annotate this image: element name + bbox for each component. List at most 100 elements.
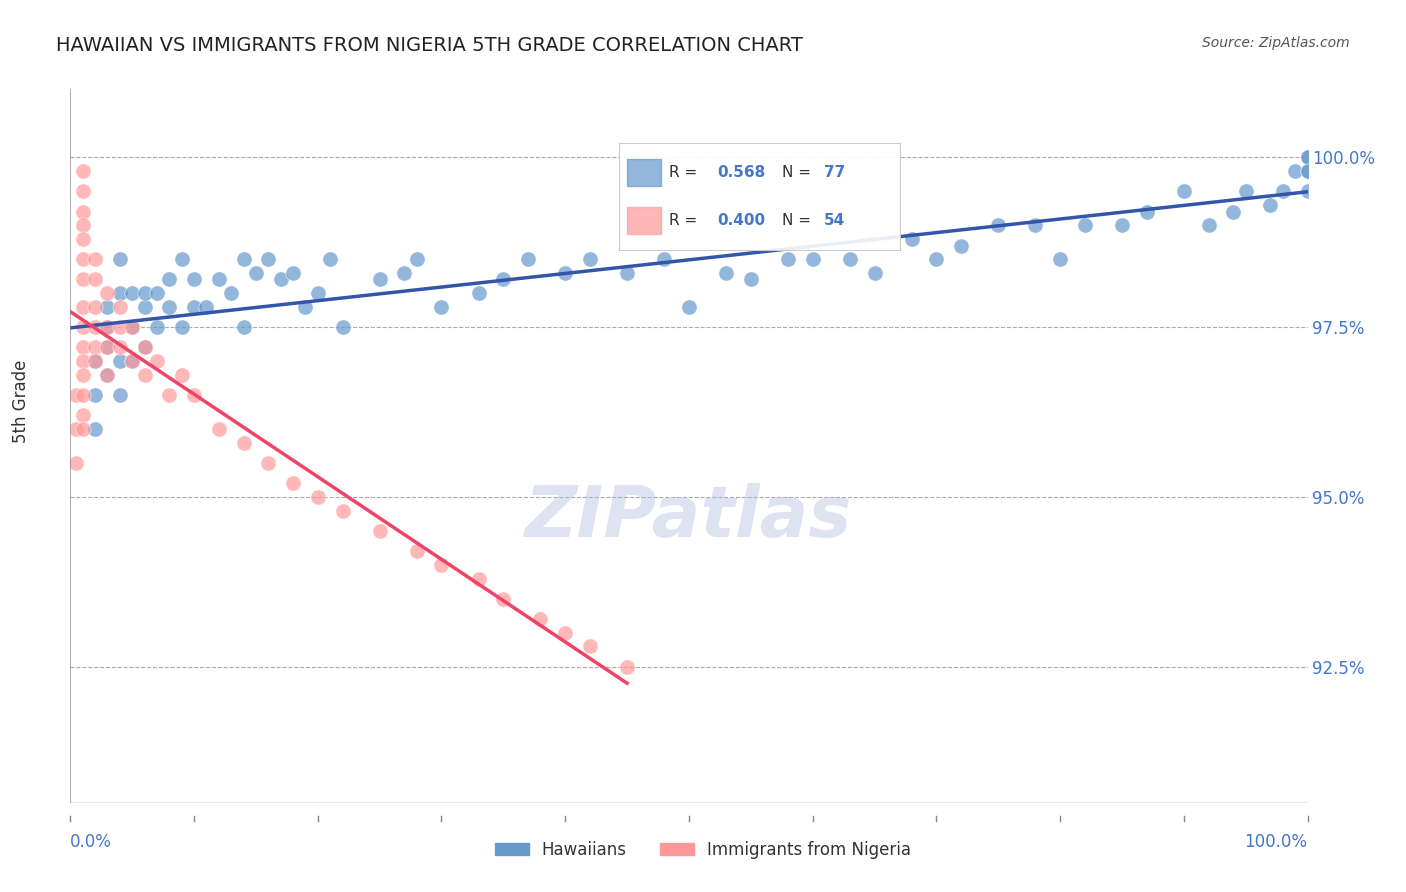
Point: [270, 272, 292, 286]
Text: ZIPatlas: ZIPatlas: [526, 483, 852, 552]
Point: [987, 218, 1010, 232]
Point: [65, 388, 87, 402]
Point: [232, 252, 254, 266]
Point: [801, 252, 824, 266]
Point: [108, 286, 131, 301]
Point: [134, 286, 156, 301]
Point: [294, 300, 316, 314]
Point: [1296, 163, 1319, 178]
Point: [1222, 204, 1244, 219]
Point: [1260, 198, 1282, 212]
Text: 5th Grade: 5th Grade: [13, 359, 30, 443]
Point: [146, 354, 169, 368]
Point: [232, 435, 254, 450]
Point: [72, 409, 94, 423]
Point: [1049, 252, 1071, 266]
Point: [96, 368, 118, 382]
Point: [96, 341, 118, 355]
Point: [108, 388, 131, 402]
Point: [950, 238, 973, 252]
Point: [467, 572, 489, 586]
Point: [368, 272, 391, 286]
Point: [616, 266, 638, 280]
Point: [281, 266, 304, 280]
Point: [134, 368, 156, 382]
Point: [1296, 150, 1319, 164]
Point: [678, 300, 700, 314]
Point: [121, 286, 143, 301]
Point: [157, 272, 180, 286]
Point: [108, 300, 131, 314]
Point: [925, 252, 948, 266]
Text: 77: 77: [824, 165, 845, 179]
Point: [157, 300, 180, 314]
Point: [579, 252, 602, 266]
Point: [65, 422, 87, 436]
Point: [84, 422, 107, 436]
Point: [281, 476, 304, 491]
Point: [394, 266, 416, 280]
Point: [1296, 150, 1319, 164]
Point: [208, 422, 231, 436]
Point: [72, 218, 94, 232]
Point: [108, 354, 131, 368]
Point: [72, 184, 94, 198]
Point: [616, 660, 638, 674]
Point: [157, 388, 180, 402]
Point: [121, 320, 143, 334]
Point: [84, 300, 107, 314]
Point: [579, 640, 602, 654]
Point: [319, 252, 342, 266]
Point: [84, 388, 107, 402]
Point: [517, 252, 540, 266]
Point: [96, 341, 118, 355]
Point: [714, 266, 737, 280]
Point: [257, 456, 280, 470]
Point: [332, 320, 354, 334]
Text: R =: R =: [669, 213, 703, 227]
Text: 54: 54: [824, 213, 845, 227]
Text: 0.568: 0.568: [717, 165, 765, 179]
Point: [96, 320, 118, 334]
Point: [96, 300, 118, 314]
Point: [405, 544, 427, 558]
Point: [72, 232, 94, 246]
Point: [492, 272, 515, 286]
Point: [183, 388, 205, 402]
Point: [245, 266, 267, 280]
Bar: [627, 207, 661, 234]
Point: [72, 252, 94, 266]
Point: [307, 286, 329, 301]
Point: [232, 320, 254, 334]
Point: [183, 300, 205, 314]
Point: [72, 320, 94, 334]
Point: [121, 320, 143, 334]
Point: [838, 252, 860, 266]
Point: [1024, 218, 1046, 232]
Point: [96, 368, 118, 382]
Point: [219, 286, 242, 301]
Text: HAWAIIAN VS IMMIGRANTS FROM NIGERIA 5TH GRADE CORRELATION CHART: HAWAIIAN VS IMMIGRANTS FROM NIGERIA 5TH …: [56, 36, 803, 54]
Point: [84, 272, 107, 286]
Point: [208, 272, 231, 286]
Point: [134, 300, 156, 314]
Point: [430, 300, 453, 314]
Point: [554, 626, 576, 640]
Point: [72, 368, 94, 382]
Point: [108, 320, 131, 334]
Point: [1074, 218, 1097, 232]
Point: [1296, 184, 1319, 198]
Point: [740, 272, 762, 286]
Point: [1111, 218, 1133, 232]
Text: 100.0%: 100.0%: [1244, 833, 1308, 851]
Point: [529, 612, 551, 626]
Point: [134, 341, 156, 355]
Point: [84, 320, 107, 334]
Point: [257, 252, 280, 266]
Point: [96, 320, 118, 334]
Point: [108, 252, 131, 266]
Point: [72, 204, 94, 219]
Point: [170, 252, 193, 266]
Bar: [627, 159, 661, 186]
Text: 0.400: 0.400: [717, 213, 765, 227]
